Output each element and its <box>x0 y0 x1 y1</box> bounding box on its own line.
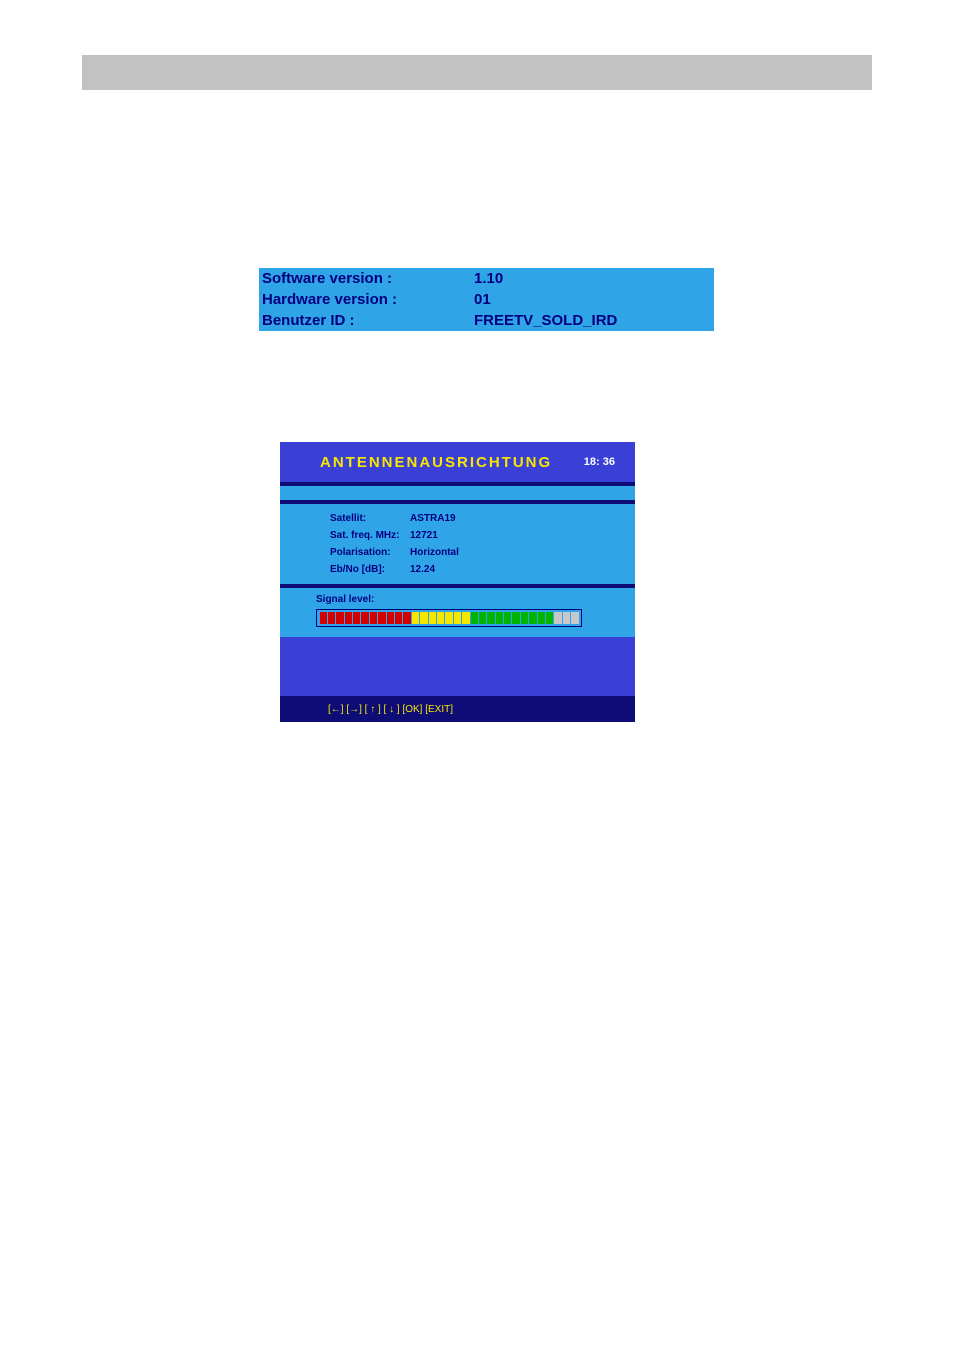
signal-segment <box>529 612 536 624</box>
signal-segment <box>395 612 402 624</box>
version-value: FREETV_SOLD_IRD <box>474 312 714 329</box>
signal-segment <box>429 612 436 624</box>
antenna-clock: 18: 36 <box>584 456 615 468</box>
signal-segment <box>412 612 419 624</box>
data-value: ASTRA19 <box>410 513 456 524</box>
data-value: 12721 <box>410 530 438 541</box>
light-strip <box>280 486 635 500</box>
signal-segment <box>496 612 503 624</box>
version-value: 01 <box>474 291 714 308</box>
version-row-software: Software version : 1.10 <box>259 268 714 289</box>
signal-segment <box>479 612 486 624</box>
signal-segment <box>487 612 494 624</box>
signal-level-label: Signal level: <box>316 594 635 605</box>
signal-segment <box>563 612 570 624</box>
signal-segment <box>571 612 578 624</box>
signal-segment <box>320 612 327 624</box>
data-label: Eb/No [dB]: <box>330 564 410 575</box>
signal-segment <box>512 612 519 624</box>
signal-segment <box>462 612 469 624</box>
signal-segment <box>378 612 385 624</box>
data-label: Polarisation: <box>330 547 410 558</box>
version-value: 1.10 <box>474 270 714 287</box>
data-row-polarisation[interactable]: Polarisation: Horizontal <box>330 544 635 561</box>
signal-segment <box>328 612 335 624</box>
data-row-satellite[interactable]: Satellit: ASTRA19 <box>330 510 635 527</box>
signal-segment <box>538 612 545 624</box>
footer-keys: [←] [→] [ ↑ ] [ ↓ ] [OK] [EXIT] <box>328 704 453 715</box>
antenna-alignment-screen: ANTENNENAUSRICHTUNG 18: 36 Satellit: AST… <box>280 442 635 722</box>
signal-segment <box>353 612 360 624</box>
data-value: Horizontal <box>410 547 459 558</box>
signal-segment <box>445 612 452 624</box>
data-label: Sat. freq. MHz: <box>330 530 410 541</box>
signal-segment <box>361 612 368 624</box>
signal-segment <box>336 612 343 624</box>
version-info-table: Software version : 1.10 Hardware version… <box>259 268 714 331</box>
signal-segment <box>437 612 444 624</box>
signal-level-bar <box>316 609 582 627</box>
top-grey-bar <box>82 55 872 90</box>
signal-segment <box>370 612 377 624</box>
antenna-footer-hints: [←] [→] [ ↑ ] [ ↓ ] [OK] [EXIT] <box>280 696 635 722</box>
signal-segment <box>521 612 528 624</box>
data-label: Satellit: <box>330 513 410 524</box>
signal-segment <box>403 612 410 624</box>
data-row-ebno[interactable]: Eb/No [dB]: 12.24 <box>330 561 635 578</box>
version-row-userid: Benutzer ID : FREETV_SOLD_IRD <box>259 310 714 331</box>
signal-level-block: Signal level: <box>280 588 635 637</box>
version-label: Hardware version : <box>259 291 474 308</box>
signal-segment <box>546 612 553 624</box>
signal-segment <box>420 612 427 624</box>
antenna-title-bar: ANTENNENAUSRICHTUNG 18: 36 <box>280 442 635 482</box>
signal-segment <box>504 612 511 624</box>
version-label: Benutzer ID : <box>259 312 474 329</box>
version-label: Software version : <box>259 270 474 287</box>
antenna-title: ANTENNENAUSRICHTUNG <box>320 454 552 471</box>
signal-segment <box>387 612 394 624</box>
signal-segment <box>454 612 461 624</box>
data-value: 12.24 <box>410 564 435 575</box>
signal-segment <box>554 612 561 624</box>
signal-segment <box>345 612 352 624</box>
version-row-hardware: Hardware version : 01 <box>259 289 714 310</box>
data-row-freq[interactable]: Sat. freq. MHz: 12721 <box>330 527 635 544</box>
signal-segment <box>471 612 478 624</box>
antenna-data-block: Satellit: ASTRA19 Sat. freq. MHz: 12721 … <box>280 504 635 584</box>
